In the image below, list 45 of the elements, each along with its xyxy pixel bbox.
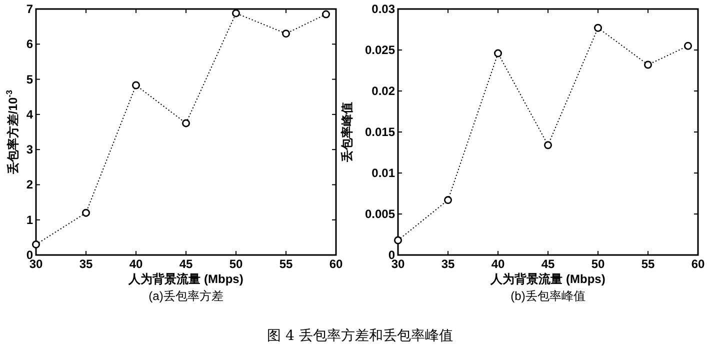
y-axis-title: 丢包率峰值 xyxy=(340,102,354,163)
point xyxy=(232,9,240,18)
y-tick-label: 6 xyxy=(26,37,34,52)
y-tick-label: 0.015 xyxy=(364,125,396,139)
x-tick-label: 35 xyxy=(79,257,93,271)
point xyxy=(82,208,90,217)
x-tick-label: 45 xyxy=(541,257,555,271)
y-tick-label: 3 xyxy=(26,142,34,157)
x-tick-label: 45 xyxy=(179,257,193,271)
y-tick-label: 2 xyxy=(26,178,34,192)
point xyxy=(594,24,602,32)
x-tick-label: 60 xyxy=(691,257,705,271)
text: (a)丢包率方差 xyxy=(148,289,224,303)
x-tick-label: 35 xyxy=(441,257,455,271)
y-tick-label: 0.025 xyxy=(364,43,396,57)
point xyxy=(684,42,692,50)
x-tick-label: 40 xyxy=(491,257,505,271)
y-tick-label: 0.005 xyxy=(364,207,396,221)
x-tick-label: 50 xyxy=(229,257,243,271)
point xyxy=(282,30,290,38)
y-tick-label: 7 xyxy=(26,2,34,16)
y-tick-label: 5 xyxy=(26,72,34,86)
point xyxy=(32,240,40,248)
text: (b)丢包率峰值 xyxy=(510,289,586,303)
x-axis-title: 人为背景流量 (Mbps) xyxy=(128,272,244,286)
y-tick-label: 0.03 xyxy=(372,2,396,16)
point xyxy=(322,10,330,18)
point xyxy=(444,196,452,204)
caption: 图 4 丢包率方差和丢包率峰值 xyxy=(267,328,453,344)
y-tick-label: 0.01 xyxy=(372,166,396,180)
y-tick-label: 0.02 xyxy=(372,84,396,98)
point xyxy=(544,141,552,150)
x-tick-label: 55 xyxy=(641,257,655,271)
y-tick-label: 1 xyxy=(26,212,34,227)
point xyxy=(494,49,502,58)
point xyxy=(182,119,190,128)
x-axis-title: 人为背景流量 (Mbps) xyxy=(490,272,606,286)
x-tick-label: 50 xyxy=(591,257,605,271)
x-tick-label: 55 xyxy=(279,257,293,271)
point xyxy=(132,81,140,90)
point xyxy=(394,236,402,244)
point xyxy=(644,60,652,69)
x-tick-label: 40 xyxy=(129,257,143,271)
y-tick-label: 4 xyxy=(26,107,34,122)
x-tick-label: 60 xyxy=(329,257,343,271)
